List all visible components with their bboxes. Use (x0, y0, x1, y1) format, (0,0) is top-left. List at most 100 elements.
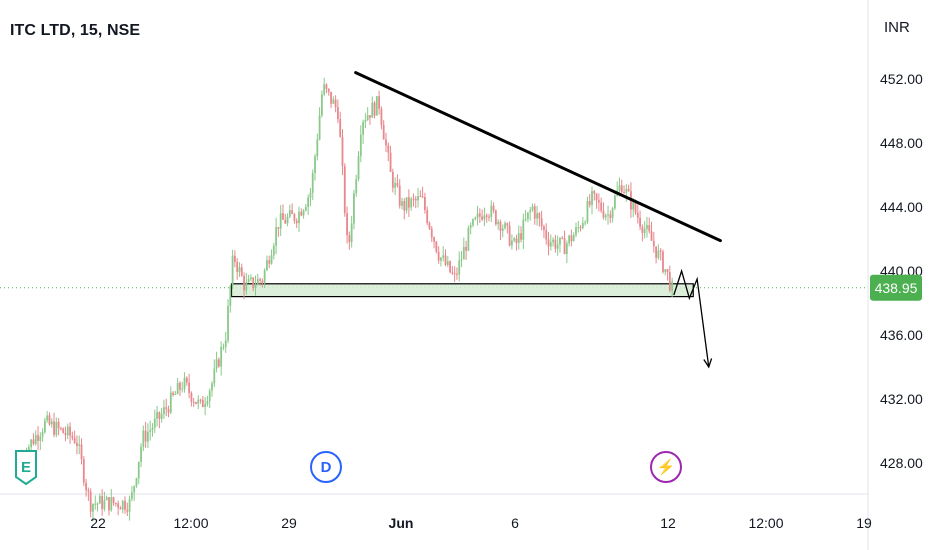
candle (55, 417, 58, 438)
candle-body (478, 213, 481, 217)
candle (66, 423, 69, 440)
candle-body (510, 240, 513, 246)
candle (389, 145, 392, 172)
candle-body (108, 497, 110, 511)
candle (497, 219, 500, 230)
candle (442, 246, 445, 262)
candle-body (144, 430, 147, 442)
y-tick-label: 452.00 (880, 71, 923, 87)
candle (206, 395, 209, 407)
candle-body (481, 216, 484, 220)
candle (39, 432, 42, 451)
candle (350, 215, 353, 248)
candle-body (437, 251, 440, 261)
candle (215, 351, 218, 373)
x-tick-label: 12:00 (173, 515, 208, 531)
candle-body (195, 402, 197, 404)
candle-body (149, 429, 152, 433)
candle (149, 420, 152, 441)
candle-body (272, 245, 275, 256)
candle (391, 168, 394, 193)
projection-path[interactable] (673, 268, 710, 368)
event-marker[interactable]: ⚡ (650, 451, 682, 483)
candle-body (483, 215, 486, 220)
candle-body (32, 439, 35, 444)
candle (343, 163, 346, 217)
candle-body (421, 196, 424, 198)
candle (238, 262, 241, 277)
candle (584, 220, 587, 226)
candle-body (485, 215, 488, 217)
candle-body (607, 214, 609, 216)
candle-body (568, 235, 571, 244)
candle-body (140, 446, 142, 462)
candle-body (611, 208, 614, 218)
candle (32, 433, 35, 446)
dividend-marker[interactable]: D (310, 451, 342, 483)
candle-body (259, 279, 261, 281)
candle (437, 246, 440, 264)
candle (92, 503, 94, 522)
candle-body (30, 439, 33, 448)
symbol-title[interactable]: ITC LTD, 15, NSE (10, 22, 141, 39)
candle-body (476, 213, 479, 218)
candle (348, 231, 351, 250)
candle (220, 341, 223, 376)
candle (190, 391, 193, 407)
candle (64, 426, 67, 442)
candle (327, 88, 330, 96)
candle (508, 221, 511, 247)
candle-body (403, 201, 406, 211)
candle (472, 218, 474, 228)
candle-body (490, 205, 493, 218)
candle-body (71, 435, 74, 438)
candle (222, 343, 225, 351)
candle-body (325, 84, 328, 89)
candle (568, 234, 571, 247)
support-zone-rect[interactable] (230, 283, 694, 298)
candle (577, 220, 580, 233)
candle-body (245, 281, 248, 291)
candle (50, 418, 53, 428)
candle (268, 255, 271, 269)
candle (364, 113, 367, 129)
candle-body (135, 478, 138, 487)
candle (316, 133, 319, 161)
candle (272, 242, 275, 260)
candle (192, 397, 195, 407)
candle (513, 236, 516, 243)
candle-body (337, 107, 339, 120)
candle-body (215, 359, 218, 369)
candle (602, 202, 605, 220)
candle-body (458, 260, 461, 275)
candle-body (520, 233, 522, 240)
candle-body (92, 504, 94, 512)
candle (657, 244, 660, 260)
candle-body (101, 496, 104, 510)
candle-body (346, 213, 348, 236)
candle-body (201, 399, 204, 407)
candle (158, 411, 161, 429)
descending-trendline[interactable] (354, 71, 722, 243)
candle-body (369, 115, 371, 118)
candle (227, 299, 229, 344)
candle-body (57, 421, 60, 429)
candle (387, 142, 390, 162)
candle (34, 430, 37, 446)
candle (318, 107, 321, 141)
candle (144, 421, 147, 448)
earnings-marker-label: E (21, 459, 31, 476)
candle (398, 179, 401, 209)
candle (396, 174, 399, 188)
candle-body (167, 409, 170, 413)
candle-body (291, 210, 294, 215)
candle-body (444, 255, 447, 265)
earnings-marker[interactable]: E (15, 450, 37, 486)
candle-body (407, 197, 410, 208)
candle (556, 235, 559, 256)
candle (334, 95, 337, 113)
candle-body (236, 261, 239, 272)
candle (288, 204, 291, 219)
candle (520, 226, 522, 243)
